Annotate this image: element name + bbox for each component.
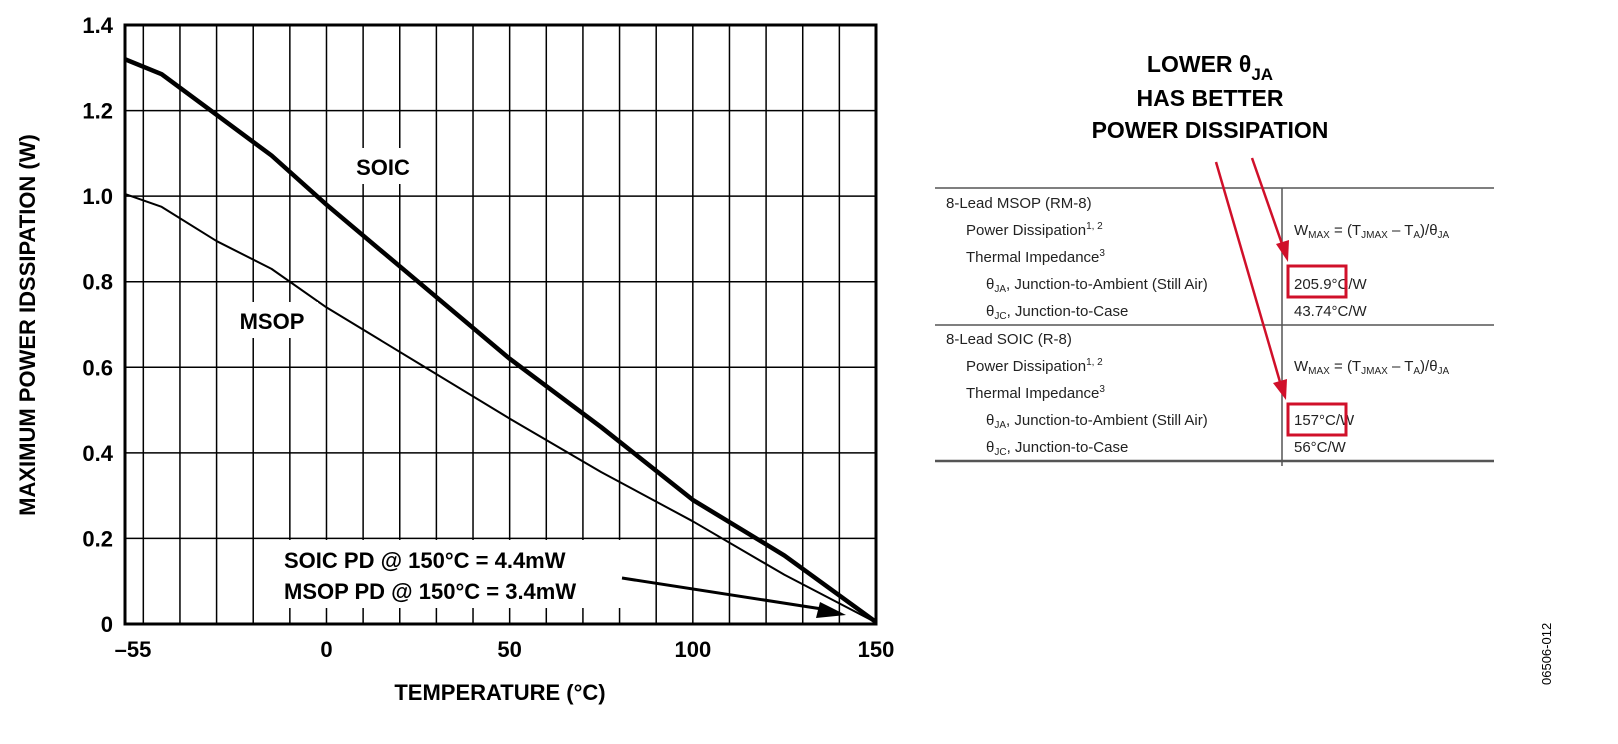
x-tick-label: 0 (320, 637, 332, 662)
table-row-value: WMAX = (TJMAX – TA)/θJA (1294, 222, 1450, 241)
x-tick-label: 50 (497, 637, 521, 662)
table-row-value-theta-ja-soic: 157°C/W (1294, 412, 1355, 429)
table-row-label: Thermal Impedance3 (966, 248, 1105, 266)
callout-arrow-1-shaft (1250, 157, 1284, 245)
soic-label-bg (342, 148, 424, 184)
table-row-value: 56°C/W (1294, 439, 1347, 456)
spec-table: 8-Lead MSOP (RM-8) Power Dissipation1, 2… (935, 187, 1494, 466)
x-tick-label: 100 (674, 637, 711, 662)
x-axis-label: TEMPERATURE (°C) (394, 680, 605, 705)
y-tick-label: 1.4 (82, 13, 113, 38)
series-label-msop: MSOP (240, 309, 305, 334)
y-tick-label: 0.2 (82, 526, 113, 551)
annotation-msop-pd: MSOP PD @ 150°C = 3.4mW (284, 579, 576, 604)
series-line-msop (124, 193, 877, 624)
table-row-value: 43.74°C/W (1294, 303, 1368, 320)
table-row-label: θJC, Junction-to-Case (986, 439, 1128, 458)
annotation-soic-pd: SOIC PD @ 150°C = 4.4mW (284, 548, 566, 573)
table-row-value-theta-ja-msop: 205.9°C/W (1294, 276, 1368, 293)
pd-annotation-bg (270, 540, 622, 608)
table-row-label: Power Dissipation1, 2 (966, 221, 1103, 239)
x-tick-label: –55 (115, 637, 152, 662)
table-row-value: WMAX = (TJMAX – TA)/θJA (1294, 358, 1450, 377)
annotation-arrow-head (816, 602, 846, 618)
y-tick-label: 1.0 (82, 184, 113, 209)
y-tick-label: 1.2 (82, 99, 113, 124)
series-line-soic (124, 57, 878, 624)
figure-id: 06506-012 (1539, 623, 1554, 685)
callout-arrow-2-shaft (1214, 161, 1282, 383)
callout-line-1: LOWER θJA (1147, 51, 1273, 84)
y-axis-label: MAXIMUM POWER IDSSIPATION (W) (15, 134, 40, 516)
y-tick-label: 0.8 (82, 270, 113, 295)
table-row-label: Thermal Impedance3 (966, 384, 1105, 402)
table-row-label: Power Dissipation1, 2 (966, 357, 1103, 375)
callout-arrow-2-head (1273, 379, 1287, 400)
highlight-box-msop-theta-ja (1286, 264, 1348, 299)
series-layer (124, 57, 878, 624)
callout-line-2: HAS BETTER (1137, 85, 1284, 111)
x-tick-label: 150 (858, 637, 895, 662)
table-row-label: θJA, Junction-to-Ambient (Still Air) (986, 412, 1208, 431)
y-tick-label: 0 (101, 612, 113, 637)
series-label-soic: SOIC (356, 155, 410, 180)
y-tick-label: 0.4 (82, 441, 113, 466)
table-row-label: θJA, Junction-to-Ambient (Still Air) (986, 276, 1208, 295)
highlight-box-soic-theta-ja (1286, 402, 1348, 437)
y-tick-label: 0.6 (82, 355, 113, 380)
table-section-title-msop: 8-Lead MSOP (RM-8) (946, 195, 1092, 212)
grid (125, 25, 876, 624)
annotation-arrow-shaft (621, 576, 823, 611)
table-row-label: θJC, Junction-to-Case (986, 303, 1128, 322)
plot-area-frame (123, 23, 878, 626)
msop-label-bg (226, 302, 318, 338)
callout-line-3: POWER DISSIPATION (1092, 117, 1329, 143)
table-section-title-soic: 8-Lead SOIC (R-8) (946, 331, 1072, 348)
callout-arrow-1-head (1276, 240, 1289, 262)
